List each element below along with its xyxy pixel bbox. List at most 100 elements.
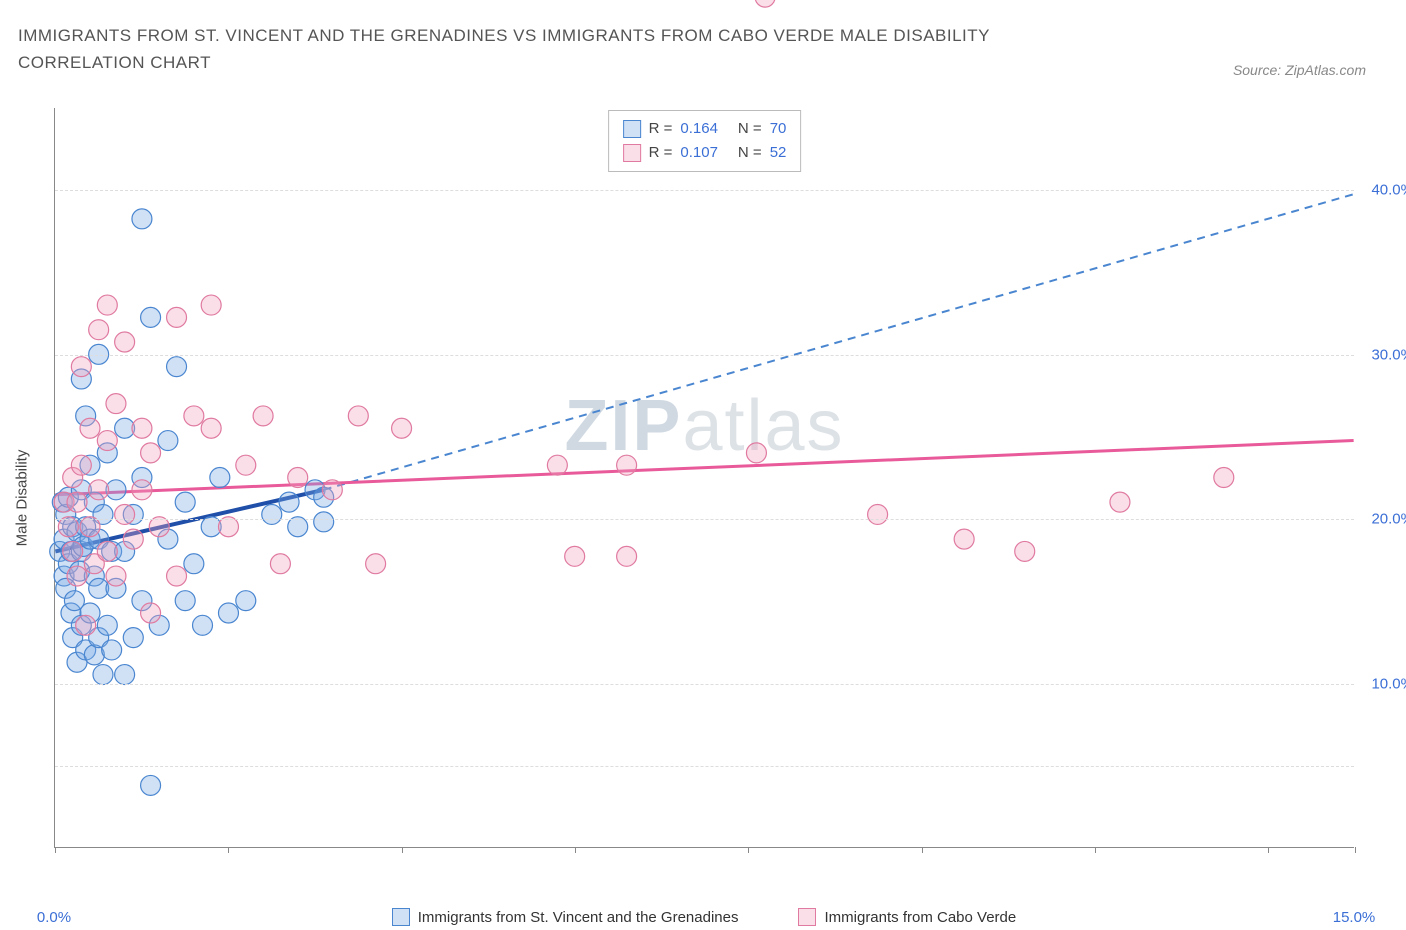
scatter-point: [348, 406, 368, 426]
source-label: Source: ZipAtlas.com: [1233, 62, 1366, 78]
chart-container: IMMIGRANTS FROM ST. VINCENT AND THE GREN…: [0, 0, 1406, 930]
scatter-point: [322, 480, 342, 500]
scatter-point: [141, 307, 161, 327]
scatter-point: [262, 504, 282, 524]
y-tick-label: 20.0%: [1359, 511, 1406, 528]
scatter-point: [617, 455, 637, 475]
scatter-point: [167, 357, 187, 377]
gridline: [55, 355, 1354, 356]
scatter-point: [141, 775, 161, 795]
x-tick-label: 0.0%: [37, 909, 71, 926]
stats-legend-row: R = 0.107N = 52: [623, 141, 787, 165]
scatter-point: [141, 603, 161, 623]
gridline: [55, 684, 1354, 685]
legend-label: Immigrants from Cabo Verde: [824, 909, 1016, 926]
scatter-point: [67, 492, 87, 512]
scatter-point: [184, 406, 204, 426]
scatter-point: [868, 504, 888, 524]
scatter-point: [565, 546, 585, 566]
scatter-point: [115, 332, 135, 352]
scatter-point: [617, 546, 637, 566]
scatter-point: [392, 418, 412, 438]
scatter-point: [746, 443, 766, 463]
legend-swatch: [392, 908, 410, 926]
scatter-point: [218, 603, 238, 623]
y-axis-label: Male Disability: [14, 450, 31, 547]
scatter-point: [193, 615, 213, 635]
scatter-point: [175, 591, 195, 611]
legend-swatch: [623, 120, 641, 138]
scatter-point: [123, 628, 143, 648]
plot-wrap: Male Disability ZIPatlas R = 0.164N = 70…: [32, 108, 1380, 888]
scatter-point: [89, 320, 109, 340]
legend-swatch: [623, 144, 641, 162]
scatter-point: [80, 418, 100, 438]
legend-swatch: [798, 908, 816, 926]
scatter-point: [97, 615, 117, 635]
scatter-point: [132, 418, 152, 438]
chart-title: IMMIGRANTS FROM ST. VINCENT AND THE GREN…: [18, 22, 1118, 76]
scatter-point: [106, 394, 126, 414]
y-tick-label: 30.0%: [1359, 346, 1406, 363]
scatter-point: [184, 554, 204, 574]
scatter-point: [71, 455, 91, 475]
x-tick: [1095, 847, 1096, 853]
scatter-point: [954, 529, 974, 549]
scatter-point: [97, 295, 117, 315]
scatter-point: [1214, 468, 1234, 488]
y-tick-label: 10.0%: [1359, 675, 1406, 692]
scatter-point: [1015, 541, 1035, 561]
legend-n-value: 70: [770, 117, 787, 141]
scatter-points-layer: [55, 108, 1354, 847]
scatter-point: [167, 307, 187, 327]
scatter-point: [236, 591, 256, 611]
scatter-point: [1110, 492, 1130, 512]
scatter-point: [115, 504, 135, 524]
scatter-point: [288, 468, 308, 488]
scatter-point: [141, 443, 161, 463]
gridline: [55, 190, 1354, 191]
scatter-point: [366, 554, 386, 574]
scatter-point: [132, 480, 152, 500]
y-tick-label: 40.0%: [1359, 182, 1406, 199]
scatter-point: [67, 566, 87, 586]
scatter-point: [63, 541, 83, 561]
x-tick: [402, 847, 403, 853]
scatter-point: [97, 541, 117, 561]
plot-area: ZIPatlas R = 0.164N = 70R = 0.107N = 52 …: [54, 108, 1354, 848]
scatter-point: [175, 492, 195, 512]
gridline: [55, 519, 1354, 520]
scatter-point: [547, 455, 567, 475]
x-tick: [922, 847, 923, 853]
header-row: IMMIGRANTS FROM ST. VINCENT AND THE GREN…: [18, 22, 1366, 78]
x-tick: [1355, 847, 1356, 853]
scatter-point: [123, 529, 143, 549]
scatter-point: [71, 357, 91, 377]
scatter-point: [279, 492, 299, 512]
scatter-point: [89, 480, 109, 500]
legend-label: Immigrants from St. Vincent and the Gren…: [418, 909, 739, 926]
legend-n-label: N =: [738, 117, 762, 141]
x-tick: [748, 847, 749, 853]
x-tick: [575, 847, 576, 853]
bottom-legend-item: Immigrants from St. Vincent and the Gren…: [392, 908, 739, 926]
scatter-point: [314, 512, 334, 532]
scatter-point: [115, 665, 135, 685]
scatter-point: [167, 566, 187, 586]
stats-legend: R = 0.164N = 70R = 0.107N = 52: [608, 110, 802, 172]
scatter-point: [755, 0, 775, 7]
legend-r-label: R =: [649, 117, 673, 141]
scatter-point: [132, 209, 152, 229]
stats-legend-row: R = 0.164N = 70: [623, 117, 787, 141]
scatter-point: [201, 295, 221, 315]
bottom-legend: Immigrants from St. Vincent and the Gren…: [54, 908, 1354, 926]
legend-r-label: R =: [649, 141, 673, 165]
scatter-point: [102, 640, 122, 660]
legend-r-value: 0.107: [680, 141, 718, 165]
scatter-point: [236, 455, 256, 475]
scatter-point: [270, 554, 290, 574]
x-tick: [228, 847, 229, 853]
scatter-point: [76, 615, 96, 635]
scatter-point: [106, 566, 126, 586]
legend-n-label: N =: [738, 141, 762, 165]
